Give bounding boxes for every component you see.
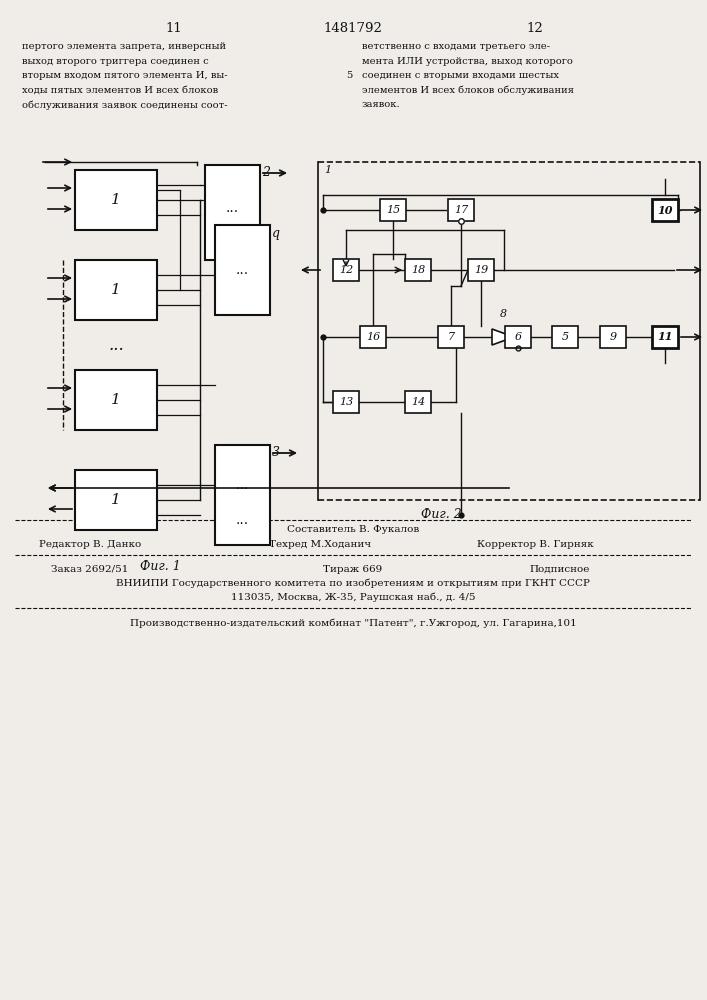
Text: ...: ... (226, 201, 239, 215)
Text: ветственно с входами третьего эле-: ветственно с входами третьего эле- (362, 42, 550, 51)
Bar (600, 326, 626, 348)
Bar (652, 326, 678, 348)
Text: 17: 17 (454, 205, 468, 215)
Text: 1: 1 (111, 393, 121, 407)
Text: 5: 5 (561, 332, 568, 342)
Text: Фиг. 2: Фиг. 2 (421, 508, 462, 521)
Bar (448, 199, 474, 221)
Text: 8: 8 (499, 309, 506, 319)
Bar (405, 391, 431, 413)
Text: 113035, Москва, Ж-35, Раушская наб., д. 4/5: 113035, Москва, Ж-35, Раушская наб., д. … (230, 593, 475, 602)
Text: 10: 10 (658, 205, 673, 216)
Text: Техред М.Ходанич: Техред М.Ходанич (269, 540, 371, 549)
Text: мента ИЛИ устройства, выход которого: мента ИЛИ устройства, выход которого (362, 56, 573, 66)
Bar (405, 259, 431, 281)
Bar (552, 326, 578, 348)
Text: 19: 19 (474, 265, 488, 275)
Bar (468, 259, 494, 281)
Text: вторым входом пятого элемента И, вы-: вторым входом пятого элемента И, вы- (22, 71, 228, 80)
Text: 14: 14 (411, 397, 425, 407)
Text: 11: 11 (658, 332, 673, 342)
Text: пертого элемента запрета, инверсный: пертого элемента запрета, инверсный (22, 42, 226, 51)
Text: Заказ 2692/51: Заказ 2692/51 (52, 565, 129, 574)
Bar (505, 326, 531, 348)
Polygon shape (492, 329, 514, 345)
Bar (75, 170, 157, 230)
Text: Редактор В. Данко: Редактор В. Данко (39, 540, 141, 549)
Text: ...: ... (236, 513, 249, 527)
Bar (75, 370, 157, 430)
Text: ходы пятых элементов И всех блоков: ходы пятых элементов И всех блоков (22, 86, 218, 95)
Bar (333, 391, 359, 413)
Bar (75, 260, 157, 320)
Bar (205, 165, 260, 260)
Text: 12: 12 (527, 22, 544, 35)
Text: 6: 6 (515, 332, 522, 342)
Text: ВНИИПИ Государственного комитета по изобретениям и открытиям при ГКНТ СССР: ВНИИПИ Государственного комитета по изоб… (116, 579, 590, 588)
Text: 12: 12 (339, 265, 353, 275)
Text: 5: 5 (346, 71, 352, 80)
Text: 7: 7 (448, 332, 455, 342)
Text: 16: 16 (366, 332, 380, 342)
Text: 1: 1 (324, 165, 331, 175)
Text: 3: 3 (272, 446, 280, 460)
Bar (75, 470, 157, 530)
Text: ...: ... (236, 478, 249, 492)
Text: 1481792: 1481792 (324, 22, 382, 35)
Text: 18: 18 (411, 265, 425, 275)
Text: обслуживания заявок соединены соот-: обслуживания заявок соединены соот- (22, 100, 228, 109)
Text: 15: 15 (386, 205, 400, 215)
Text: Производственно-издательский комбинат "Патент", г.Ужгород, ул. Гагарина,101: Производственно-издательский комбинат "П… (129, 618, 576, 628)
Bar (360, 326, 386, 348)
Text: 13: 13 (339, 397, 353, 407)
Bar (438, 326, 464, 348)
Text: q: q (272, 227, 280, 239)
Text: Составитель В. Фукалов: Составитель В. Фукалов (287, 525, 419, 534)
Bar (652, 199, 678, 221)
Text: Подписное: Подписное (530, 565, 590, 574)
Text: Тираж 669: Тираж 669 (323, 565, 382, 574)
Text: выход второго триггера соединен с: выход второго триггера соединен с (22, 56, 209, 66)
Text: ...: ... (108, 336, 124, 354)
Text: 9: 9 (609, 332, 617, 342)
Text: Корректор В. Гирняк: Корректор В. Гирняк (477, 540, 593, 549)
Text: 11: 11 (165, 22, 182, 35)
Bar (333, 259, 359, 281)
Text: 2: 2 (262, 166, 270, 180)
Text: 1: 1 (111, 493, 121, 507)
Text: 1: 1 (111, 193, 121, 207)
Text: заявок.: заявок. (362, 100, 401, 109)
Text: элементов И всех блоков обслуживания: элементов И всех блоков обслуживания (362, 86, 574, 95)
Text: 1: 1 (111, 283, 121, 297)
Text: Фиг. 1: Фиг. 1 (139, 560, 180, 573)
Bar (215, 225, 270, 315)
Bar (380, 199, 406, 221)
Text: соединен с вторыми входами шестых: соединен с вторыми входами шестых (362, 71, 559, 80)
Text: ...: ... (236, 263, 249, 277)
Text: ...: ... (226, 234, 239, 248)
Bar (215, 445, 270, 545)
